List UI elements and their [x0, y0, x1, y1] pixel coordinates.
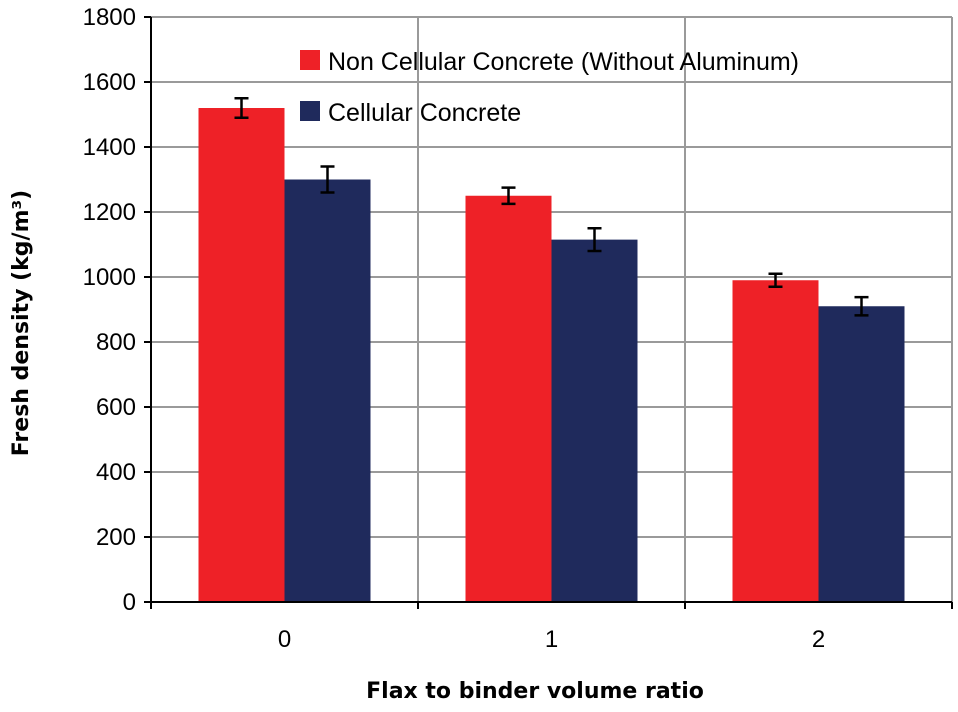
bar-cellular-1 [551, 239, 638, 602]
legend-label: Non Cellular Concrete (Without Aluminum) [328, 48, 799, 76]
legend: Non Cellular Concrete (Without Aluminum)… [300, 48, 799, 127]
y-tick-label: 800 [96, 329, 136, 356]
bar-cellular-2 [818, 306, 905, 602]
error-bar [320, 165, 335, 194]
error-bar [768, 272, 783, 288]
y-tick-label: 1800 [83, 4, 136, 31]
error-bar [501, 186, 516, 206]
x-tick-label: 1 [545, 626, 558, 653]
y-tick-labels: 0 200 400 600 800 1000 1200 1400 1600 1800 [83, 4, 136, 616]
y-tick-label: 600 [96, 394, 136, 421]
y-tick-label: 1000 [83, 264, 136, 291]
error-bar [587, 227, 602, 253]
y-tick-label: 400 [96, 459, 136, 486]
bar-non-cellular-1 [465, 195, 552, 602]
error-bar [854, 295, 869, 317]
y-tick-label: 1600 [83, 69, 136, 96]
error-bar [234, 97, 249, 119]
y-axis-title: Fresh density (kg/m³) [9, 190, 34, 456]
bars [198, 108, 905, 602]
x-tick-label: 2 [812, 626, 825, 653]
axes [144, 16, 953, 609]
bar-cellular-0 [284, 179, 371, 602]
x-axis-title: Flax to binder volume ratio [366, 679, 704, 704]
y-tick-label: 1400 [83, 134, 136, 161]
legend-swatch [300, 50, 320, 70]
bar-non-cellular-0 [198, 108, 285, 602]
y-tick-label: 1200 [83, 199, 136, 226]
legend-swatch [300, 101, 320, 121]
bar-non-cellular-2 [732, 280, 819, 602]
y-tick-label: 0 [123, 589, 136, 616]
x-tick-labels: 0 1 2 [278, 626, 825, 653]
x-tick-label: 0 [278, 626, 291, 653]
y-tick-label: 200 [96, 524, 136, 551]
error-bars [234, 97, 869, 317]
legend-label: Cellular Concrete [328, 99, 521, 127]
